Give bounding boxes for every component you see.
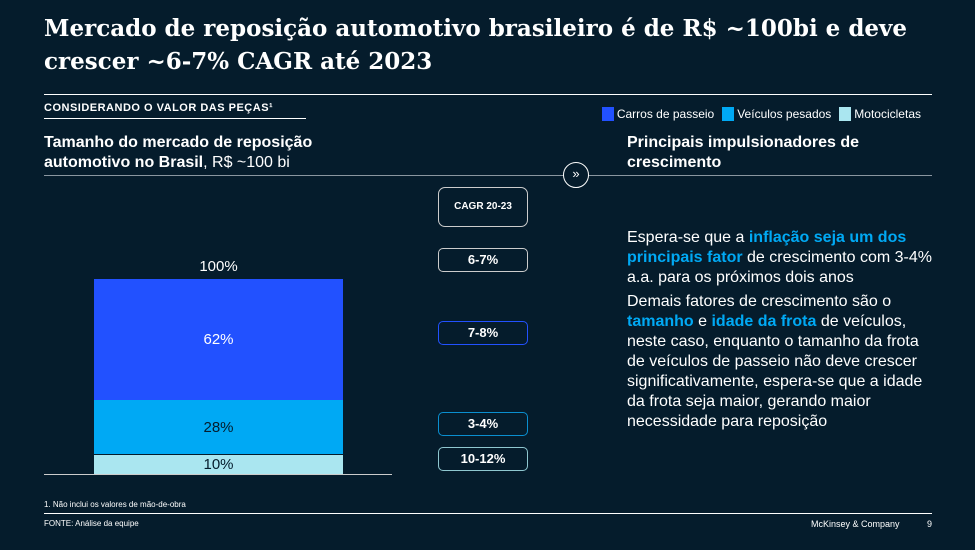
cagr-pesados: 3-4% [438,412,528,436]
cagr-motos: 10-12% [438,447,528,471]
divider [44,94,932,95]
data-label: 10% [203,455,234,473]
text: Demais fatores de crescimento são o [627,293,892,310]
legend-label: Carros de passeio [616,107,715,121]
legend-label: Motocicletas [854,107,921,121]
total-label: 100% [199,258,238,275]
section-divider [44,175,932,176]
page-number: 9 [927,519,933,529]
legend-swatch [722,107,735,121]
growth-drivers-text: Espera-se que a inflação seja um dos pri… [627,228,937,436]
left-heading: Tamanho do mercado de reposição automoti… [44,133,344,173]
text: Espera-se que a [627,229,749,246]
footer-divider [44,513,932,514]
subtitle: CONSIDERANDO O VALOR DAS PEÇAS¹ [44,102,274,114]
left-heading-normal: , R$ ~100 bi [203,154,290,171]
legend-swatch [601,107,614,121]
cagr-total: 6-7% [438,248,528,272]
right-heading: Principais impulsionadores de cresciment… [627,134,860,171]
highlight: idade da frota [711,313,817,330]
cagr-carros: 7-8% [438,321,528,345]
bar-segment-motos: 10% [94,454,343,474]
source: FONTE: Análise da equipe [44,519,139,528]
legend-item: Veículos pesados [722,107,831,121]
driver-inflation: Espera-se que a inflação seja um dos pri… [627,228,937,288]
bar-segment-carros: 62% [94,279,343,400]
double-chevron-right-icon: » [563,162,589,188]
highlight: inflação seja um dos principais fator [627,229,907,266]
bar-segment-pesados: 28% [94,399,343,455]
slide-title: Mercado de reposição automotivo brasilei… [44,15,908,75]
legend-label: Veículos pesados [737,107,832,121]
driver-fleet: Demais fatores de crescimento são o tama… [627,292,937,432]
footnote: 1. Não inclui os valores de mão-de-obra [44,500,186,509]
data-label: 62% [203,330,234,348]
baseline [44,474,392,475]
left-heading-bold: Tamanho do mercado de reposição automoti… [44,134,313,171]
legend-item: Motocicletas [839,107,921,121]
legend: Carros de passeio Veículos pesados Motoc… [601,107,921,121]
legend-swatch [839,107,852,121]
brand: McKinsey & Company [811,519,900,529]
text: e [693,313,712,330]
highlight: tamanho [627,313,694,330]
text: de veículos, neste caso, enquanto o tama… [627,313,923,430]
data-label: 28% [203,418,234,436]
subtitle-underline [44,118,306,119]
legend-item: Carros de passeio [601,107,715,121]
cagr-header: CAGR 20-23 [438,187,528,227]
text: de crescimento com 3-4% a.a. para os pró… [627,249,932,286]
